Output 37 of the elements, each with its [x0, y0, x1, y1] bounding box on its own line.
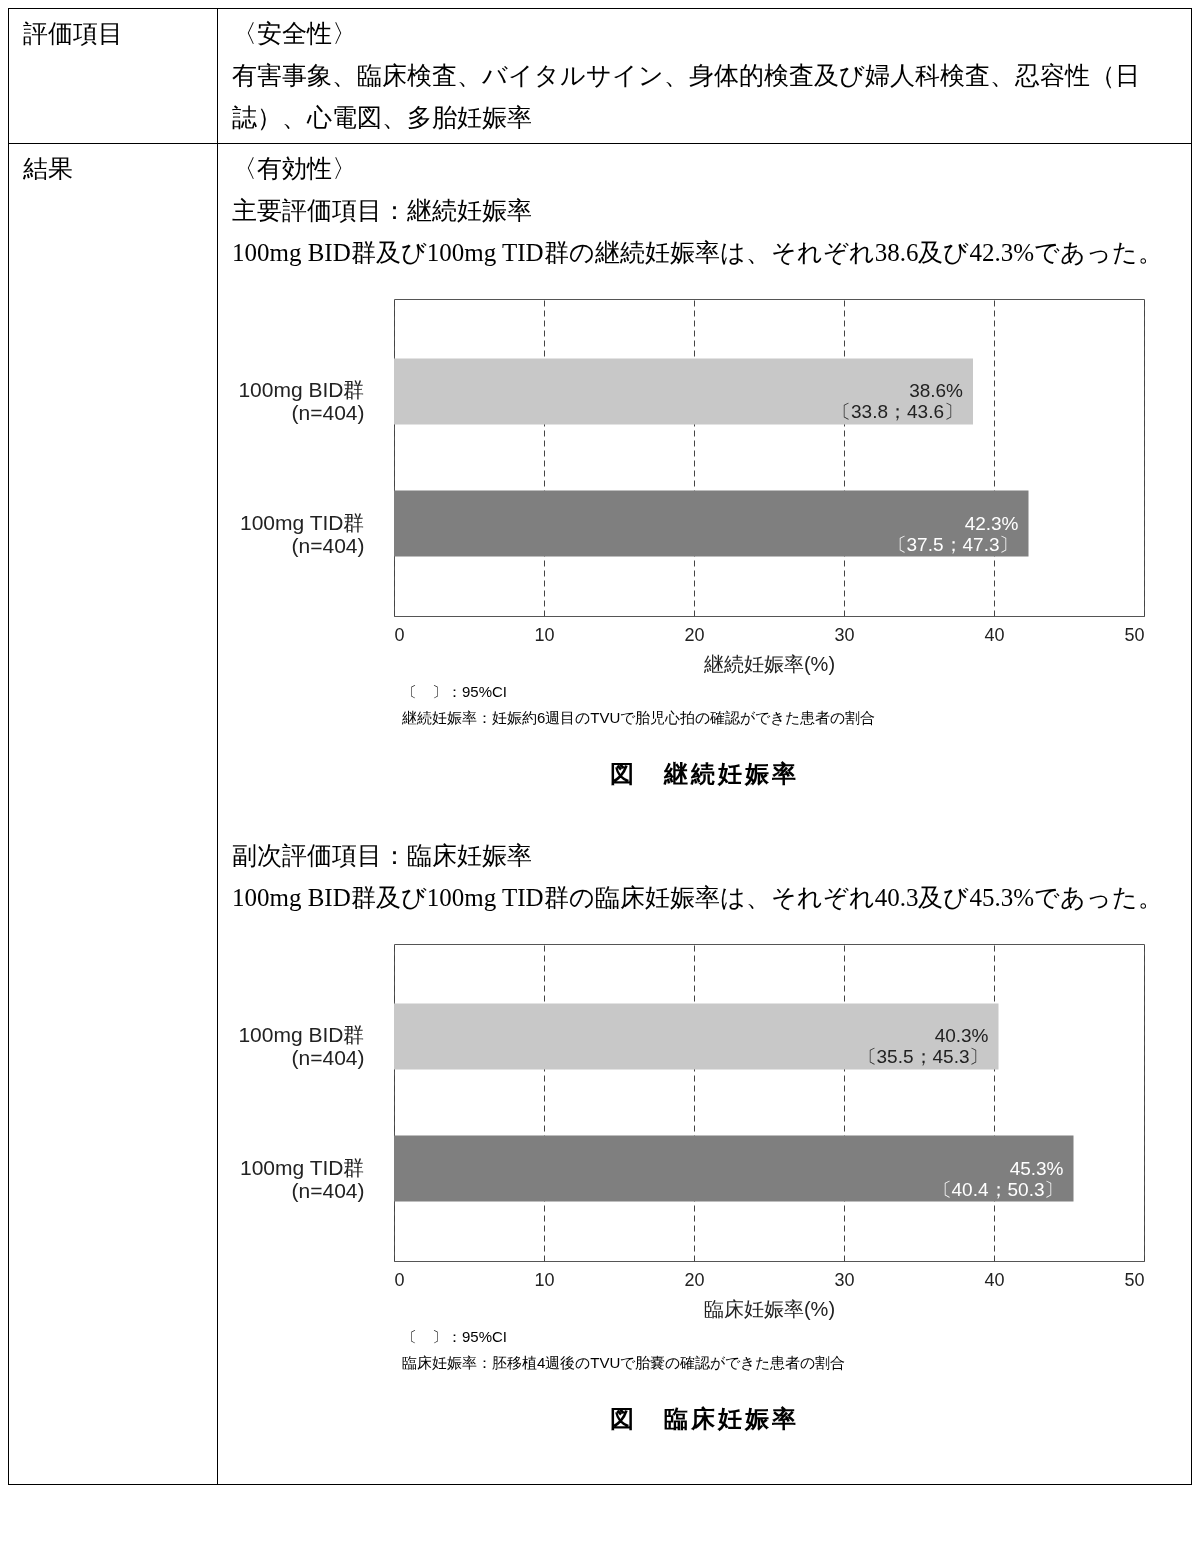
text: 100mg BID群及び100mg TID群の臨床妊娠率は、それぞれ40.3及び45.3%であった。	[232, 883, 1164, 913]
text: 100mg BID群及び100mg TID群の継続妊娠率は、それぞれ38.6及び42.3%であった。	[232, 238, 1164, 268]
y-tick-label: 100mg TID群 (n=404)	[240, 510, 365, 557]
text: 評価項目	[23, 19, 124, 49]
y-tick-label: 100mg BID群 (n=404)	[238, 1023, 365, 1070]
x-tick-label: 0	[394, 624, 405, 645]
x-axis-title: 臨床妊娠率(%)	[703, 1297, 836, 1320]
data-label: 38.6% 〔33.8；43.6〕	[832, 380, 964, 423]
text: 有害事象、臨床検査、バイタルサイン、身体的検査及び婦人科検査、忍容性（日誌）、心電図、多胎妊娠率	[232, 61, 1141, 133]
x-tick-label: 10	[534, 1269, 555, 1290]
x-tick-label: 20	[684, 624, 705, 645]
x-tick-label: 50	[1124, 1269, 1145, 1290]
x-tick-label: 40	[984, 624, 1005, 645]
text: 〔 〕：95%CI	[402, 1327, 509, 1347]
text: 図 臨床妊娠率	[609, 1404, 800, 1434]
data-label: 45.3% 〔40.4；50.3〕	[932, 1157, 1064, 1200]
x-tick-label: 0	[394, 1269, 405, 1290]
text: 臨床妊娠率：胚移植4週後のTVUで胎嚢の確認ができた患者の割合	[402, 1353, 847, 1373]
x-tick-label: 30	[834, 624, 855, 645]
x-tick-label: 20	[684, 1269, 705, 1290]
x-tick-label: 50	[1124, 624, 1145, 645]
x-tick-label: 10	[534, 624, 555, 645]
x-axis-title: 継続妊娠率(%)	[702, 652, 836, 675]
x-tick-label: 40	[984, 1269, 1005, 1290]
text: 〔 〕：95%CI	[402, 682, 509, 702]
text: 〈有効性〉	[232, 154, 358, 184]
x-tick-label: 30	[834, 1269, 855, 1290]
data-label: 42.3% 〔37.5；47.3〕	[887, 512, 1019, 555]
text: 〈安全性〉	[232, 19, 358, 49]
y-tick-label: 100mg BID群 (n=404)	[238, 378, 365, 425]
text: 結果	[23, 154, 74, 184]
text: 副次評価項目：臨床妊娠率	[232, 841, 533, 871]
text: 継続妊娠率：妊娠約6週目のTVUで胎児心拍の確認ができた患者の割合	[402, 708, 877, 728]
y-tick-label: 100mg TID群 (n=404)	[240, 1155, 365, 1202]
text: 図 継続妊娠率	[609, 759, 800, 789]
data-label: 40.3% 〔35.5；45.3〕	[857, 1025, 989, 1068]
text: 主要評価項目：継続妊娠率	[232, 196, 533, 226]
